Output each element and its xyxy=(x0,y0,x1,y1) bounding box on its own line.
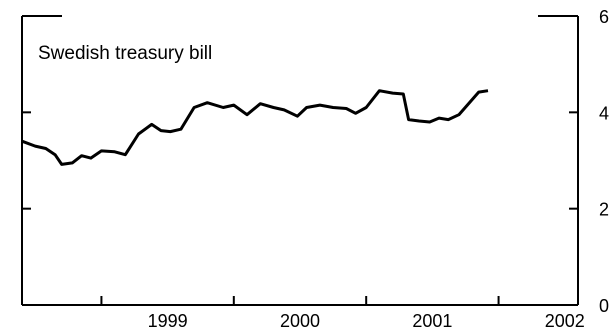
y-tick-label: 2 xyxy=(599,200,609,220)
x-axis-ticks: 1999 2000 2001 2002 xyxy=(100,296,585,331)
y-tick-label: 6 xyxy=(599,7,609,27)
x-tick-label: 2000 xyxy=(280,311,320,331)
series-line xyxy=(21,89,489,166)
y-tick-label: 4 xyxy=(599,103,609,123)
series-lines xyxy=(21,89,489,166)
y-axis-ticks: 0 2 4 6 xyxy=(22,7,609,316)
x-tick-label: 2002 xyxy=(545,311,585,331)
chart-title: Swedish treasury bill xyxy=(38,43,212,64)
plot-frame xyxy=(21,15,579,306)
x-tick-label: 1999 xyxy=(148,311,188,331)
y-tick-label: 0 xyxy=(599,296,609,316)
x-tick-label: 2001 xyxy=(412,311,452,331)
